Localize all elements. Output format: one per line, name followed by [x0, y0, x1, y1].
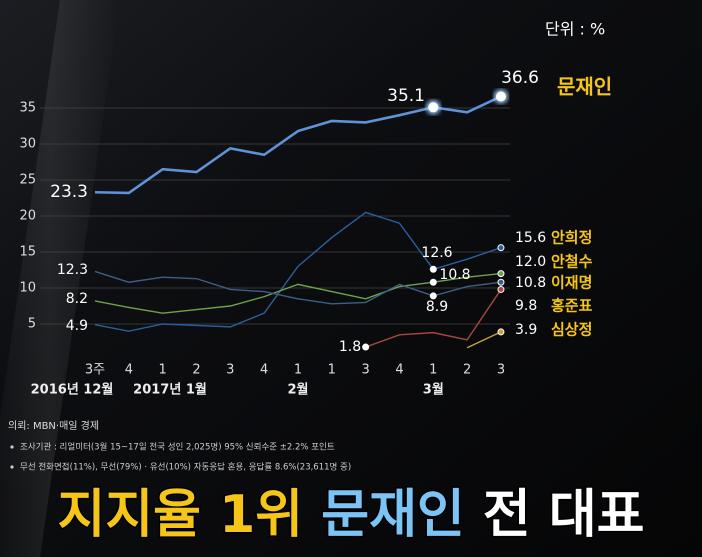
- x-tick-label: 3주: [85, 363, 105, 378]
- y-tick-label: 30: [19, 137, 36, 152]
- marker: [428, 102, 439, 113]
- x-group-label: 2016년 12월: [31, 382, 114, 398]
- marker: [495, 91, 506, 102]
- x-tick-label: 3: [226, 363, 234, 378]
- unit-label: 단위 : %: [545, 20, 605, 39]
- caption-part: 지지율 1위: [57, 485, 303, 545]
- marker: [497, 244, 505, 252]
- caption: 지지율 1위 문재인 전 대표: [57, 485, 644, 545]
- data-label: 35.1: [387, 86, 425, 106]
- source-title: 의뢰: MBN·매일 경제: [8, 419, 99, 432]
- data-label: 8.2: [66, 291, 88, 307]
- x-tick-label: 2: [192, 363, 200, 378]
- bullet: [10, 445, 14, 449]
- marker: [497, 270, 505, 278]
- legend-name: 문재인: [557, 75, 612, 99]
- y-tick-label: 15: [19, 245, 36, 260]
- light-streak: [0, 0, 120, 557]
- x-tick-label: 3: [361, 363, 369, 378]
- data-label: 12.0: [515, 254, 546, 270]
- legend-name: 안철수: [551, 253, 593, 271]
- y-tick-label: 25: [19, 173, 36, 188]
- y-tick-label: 35: [19, 101, 36, 116]
- y-tick-label: 5: [28, 317, 36, 332]
- bullet: [10, 465, 14, 469]
- marker: [429, 265, 437, 273]
- data-label: 1.8: [339, 339, 361, 355]
- data-label: 23.3: [50, 182, 88, 202]
- data-label: 10.8: [515, 275, 546, 291]
- caption-part: 전 대표: [483, 485, 645, 545]
- x-group-label: 3월: [423, 382, 444, 398]
- x-group-label: 2017년 1월: [133, 382, 207, 398]
- x-tick-label: 1: [429, 363, 437, 378]
- marker: [497, 278, 505, 286]
- x-tick-label: 1: [294, 363, 302, 378]
- x-tick-label: 2: [463, 363, 471, 378]
- data-label: 36.6: [501, 68, 539, 88]
- marker: [497, 328, 505, 336]
- data-label: 15.6: [515, 230, 546, 246]
- legend-name: 심상정: [551, 321, 592, 339]
- marker: [497, 285, 505, 293]
- x-tick-label: 1: [159, 363, 167, 378]
- y-tick-label: 20: [19, 209, 36, 224]
- series-line: [365, 289, 502, 348]
- x-tick-label: 4: [125, 363, 133, 378]
- legend-name: 이재명: [551, 274, 592, 292]
- data-label: 8.9: [426, 299, 448, 315]
- legend-name: 홍준표: [551, 297, 593, 315]
- legend-name: 안희정: [551, 229, 592, 247]
- x-tick-label: 4: [395, 363, 403, 378]
- caption-part: 문재인: [321, 485, 465, 545]
- source-note: 조사기관 : 리얼미터(3월 15~17일 전국 성인 2,025명) 95% …: [20, 442, 335, 453]
- x-group-label: 2월: [287, 382, 308, 398]
- data-label: 12.3: [57, 262, 88, 278]
- y-tick-label: 10: [19, 281, 36, 296]
- data-label: 10.8: [439, 267, 470, 283]
- data-label: 3.9: [515, 322, 537, 338]
- x-tick-label: 3: [497, 363, 505, 378]
- data-label: 9.8: [515, 298, 537, 314]
- data-label: 12.6: [421, 245, 452, 261]
- source-note: 무선 전화면접(11%), 무선(79%) · 유선(10%) 자동응답 혼용,…: [20, 462, 351, 473]
- series-line: [466, 331, 502, 349]
- marker: [429, 278, 437, 286]
- x-tick-label: 4: [260, 363, 268, 378]
- marker: [362, 343, 370, 351]
- x-tick-label: 1: [328, 363, 336, 378]
- marker: [429, 292, 437, 300]
- data-label: 4.9: [66, 318, 88, 334]
